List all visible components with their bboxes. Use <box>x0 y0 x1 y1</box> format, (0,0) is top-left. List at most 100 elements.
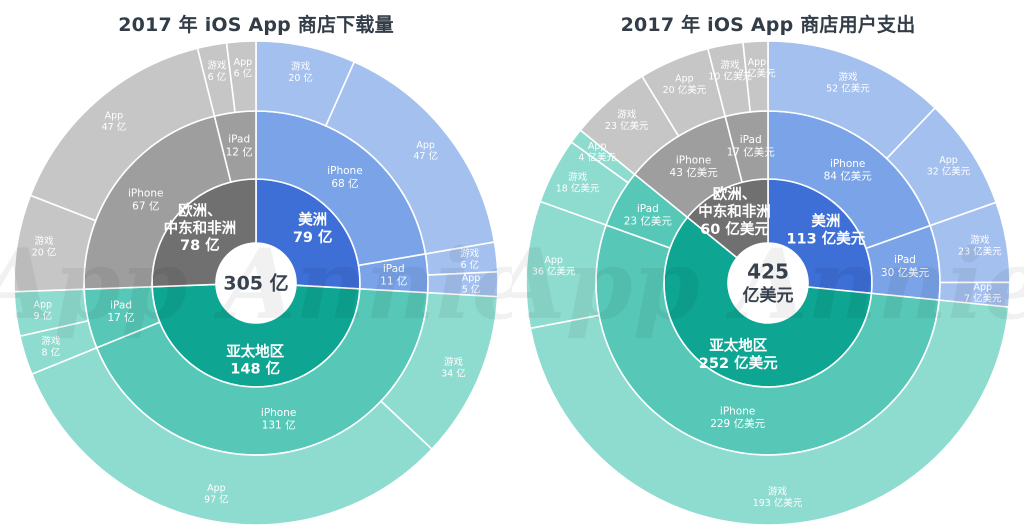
type-label: 23 亿美元 <box>958 246 1002 258</box>
region-label: 113 亿美元 <box>786 229 865 247</box>
type-label: 23 亿美元 <box>605 120 649 132</box>
total-value: 305 亿 <box>223 272 288 295</box>
region-label: 79 亿 <box>293 228 333 246</box>
type-slice-app <box>225 40 257 114</box>
type-label: 7 亿美元 <box>738 67 776 79</box>
watermark-text: App Annie <box>512 228 1024 341</box>
device-label: 17 亿 <box>107 311 134 324</box>
device-label: iPhone <box>261 407 296 419</box>
type-label: 游戏 <box>617 109 637 121</box>
type-label: 47 亿 <box>413 150 438 162</box>
center-total: 305 亿 <box>216 243 296 323</box>
device-label: iPad <box>740 134 762 146</box>
type-label: 52 亿美元 <box>826 83 870 95</box>
device-label: 17 亿美元 <box>727 145 776 158</box>
region-apac <box>13 283 499 526</box>
device-label: 30 亿美元 <box>881 266 930 279</box>
type-label: 36 亿美元 <box>532 266 576 278</box>
type-label: 18 亿美元 <box>556 182 600 194</box>
type-slice-games <box>529 299 1010 526</box>
device-label: iPad <box>110 300 132 312</box>
device-label: 23 亿美元 <box>624 214 673 227</box>
region-europe <box>579 40 769 259</box>
region-label: 中东和非洲 <box>164 219 237 237</box>
region-label: 60 亿美元 <box>700 220 769 238</box>
total-unit: 亿美元 <box>743 285 794 306</box>
device-label: 84 亿美元 <box>824 170 873 183</box>
device-label: 11 亿 <box>380 274 407 287</box>
type-label: 游戏 <box>768 486 788 498</box>
region-europe <box>13 40 257 293</box>
type-slice-app <box>742 40 769 113</box>
type-label: 4 亿美元 <box>578 152 616 164</box>
type-label: App <box>207 483 226 494</box>
spending-chart-title: 2017 年 iOS App 商店用户支出 <box>620 14 916 36</box>
type-label: App <box>675 74 694 85</box>
type-label: App <box>748 57 767 68</box>
type-label: 游戏 <box>568 171 588 183</box>
region-label: 亚太地区 <box>709 336 767 354</box>
device-label: iPad <box>637 203 659 215</box>
type-label: 10 亿美元 <box>708 71 752 83</box>
type-label: 193 亿美元 <box>753 497 803 509</box>
device-label: 131 亿 <box>262 418 296 431</box>
type-label: 游戏 <box>460 248 480 260</box>
device-label: iPad <box>383 263 405 275</box>
type-label: 游戏 <box>838 71 858 83</box>
type-label: 20 亿美元 <box>663 84 707 96</box>
type-label: 8 亿 <box>42 347 61 359</box>
device-label: 68 亿 <box>331 177 358 190</box>
type-label: 游戏 <box>444 356 464 368</box>
device-label: 12 亿 <box>226 145 253 158</box>
type-label: 游戏 <box>41 335 61 347</box>
type-label: 20 亿 <box>32 246 57 258</box>
region-americas <box>767 40 1011 308</box>
type-label: App <box>416 140 435 151</box>
region-apac <box>525 129 1010 526</box>
device-label: 43 亿美元 <box>670 166 719 179</box>
type-label: 5 亿 <box>462 283 481 295</box>
type-label: 20 亿 <box>288 72 313 84</box>
type-label: App <box>33 299 52 310</box>
type-label: 34 亿 <box>441 367 466 379</box>
type-label: 游戏 <box>207 59 227 71</box>
downloads-chart-title: 2017 年 iOS App 商店下载量 <box>118 14 394 36</box>
device-label: iPhone <box>327 165 362 177</box>
region-label: 亚太地区 <box>226 342 284 360</box>
downloads-chart-panel: 2017 年 iOS App 商店下载量 美洲 79 亿 iPhone 68 亿游戏 2… <box>0 14 512 526</box>
type-label: 7 亿美元 <box>964 293 1002 305</box>
region-label: 252 亿美元 <box>699 354 778 372</box>
total-value: 425 <box>747 260 789 284</box>
region-label: 78 亿 <box>180 236 220 254</box>
region-label: 美洲 <box>298 211 327 229</box>
spending-chart-panel: 2017 年 iOS App 商店用户支出 美洲 113 亿美元 iPhone 84 … <box>512 0 1024 526</box>
device-label: 67 亿 <box>132 199 159 212</box>
device-label: iPhone <box>830 158 865 170</box>
type-label: 6 亿 <box>460 259 479 271</box>
type-label: 游戏 <box>970 234 990 246</box>
type-label: 32 亿美元 <box>927 165 971 177</box>
type-label: 游戏 <box>721 59 741 71</box>
type-label: App <box>462 273 481 284</box>
type-label: 游戏 <box>291 60 311 72</box>
type-label: 6 亿 <box>208 71 227 83</box>
type-label: App <box>105 110 124 121</box>
device-label: iPhone <box>720 405 755 417</box>
type-label: App <box>588 141 607 152</box>
device-label: iPhone <box>676 154 711 166</box>
watermark-text: App Annie <box>0 228 512 341</box>
center-circle <box>728 243 808 323</box>
type-label: App <box>939 155 958 166</box>
region-label: 欧洲、 <box>178 201 222 219</box>
type-label: App <box>973 282 992 293</box>
type-label: 47 亿 <box>102 121 127 133</box>
